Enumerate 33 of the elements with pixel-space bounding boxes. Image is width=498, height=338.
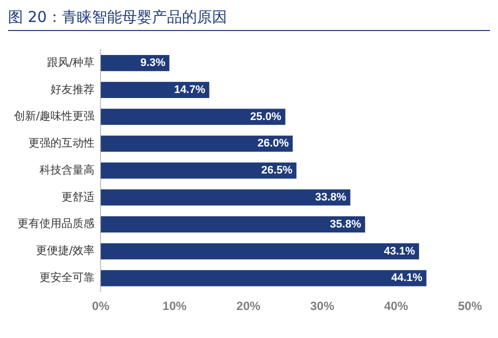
data-label: 26.0%: [258, 138, 289, 150]
x-tick-label: 50%: [458, 299, 482, 314]
x-tick-label: 40%: [384, 299, 408, 314]
bar: [100, 162, 296, 179]
y-tick-label: 更强的互动性: [28, 136, 95, 150]
data-label: 9.3%: [140, 57, 166, 70]
y-tick-label: 创新/趣味性更强: [14, 110, 95, 123]
bar: [100, 82, 210, 98]
data-label: 26.5%: [261, 164, 293, 177]
x-tick-label: 0%: [92, 299, 110, 314]
bar: [100, 243, 420, 260]
y-tick-label: 跟风/种草: [46, 56, 95, 69]
data-label: 25.0%: [250, 110, 282, 123]
data-label: 35.8%: [330, 218, 362, 230]
y-tick-label: 更安全可靠: [40, 271, 95, 284]
data-label: 33.8%: [315, 192, 347, 204]
data-label: 14.7%: [174, 84, 206, 96]
data-label: 43.1%: [384, 245, 416, 258]
y-tick-label: 科技含量高: [40, 163, 95, 176]
y-tick-label: 更有使用品质感: [18, 217, 95, 230]
y-tick-label: 好友推荐: [50, 82, 95, 96]
bar: [100, 136, 293, 152]
x-tick-label: 30%: [310, 299, 335, 314]
data-label: 44.1%: [391, 272, 423, 284]
y-tick-label: 更便捷/效率: [36, 244, 95, 258]
chart-title: 图 20：青睐智能母婴产品的原因: [8, 8, 490, 31]
bar: [100, 216, 366, 232]
x-tick-label: 10%: [162, 299, 187, 314]
y-tick-label: 更舒适: [62, 190, 95, 204]
bar: [100, 189, 350, 206]
bar: [100, 108, 286, 125]
x-tick-label: 20%: [236, 299, 261, 314]
bar: [100, 270, 426, 286]
